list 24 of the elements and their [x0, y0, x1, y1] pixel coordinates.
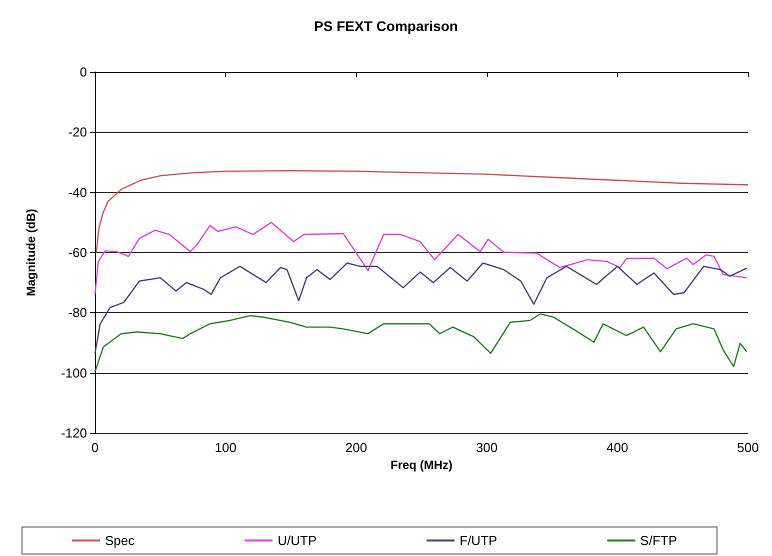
- y-tick-label: -20: [68, 124, 87, 140]
- legend-label: S/FTP: [640, 533, 678, 548]
- legend-label: Spec: [105, 533, 136, 548]
- line-series: [96, 170, 749, 254]
- legend-label: F/UTP: [460, 533, 498, 548]
- x-tick-label: 300: [476, 440, 498, 455]
- y-tick-label: -80: [68, 305, 87, 320]
- x-tick-label: 500: [737, 440, 759, 455]
- y-tick-label: -60: [68, 245, 87, 260]
- y-tick-label: -120: [60, 426, 87, 440]
- x-axis-title: Freq (MHz): [390, 458, 452, 472]
- x-tick-label: 400: [606, 440, 628, 455]
- line-series: [94, 222, 748, 296]
- y-tick-label: -40: [68, 184, 87, 200]
- line-series: [94, 313, 748, 372]
- line-series: [94, 262, 748, 354]
- x-tick-label: 200: [345, 440, 368, 455]
- x-tick-label: 0: [91, 440, 99, 455]
- y-axis-title: Magnitude (dB): [24, 208, 38, 296]
- chart-title: PS FEXT Comparison: [314, 18, 458, 34]
- y-tick-label: 0: [80, 64, 87, 80]
- legend-label: U/UTP: [278, 533, 317, 548]
- y-tick-label: -100: [60, 365, 87, 380]
- x-tick-label: 100: [214, 440, 236, 455]
